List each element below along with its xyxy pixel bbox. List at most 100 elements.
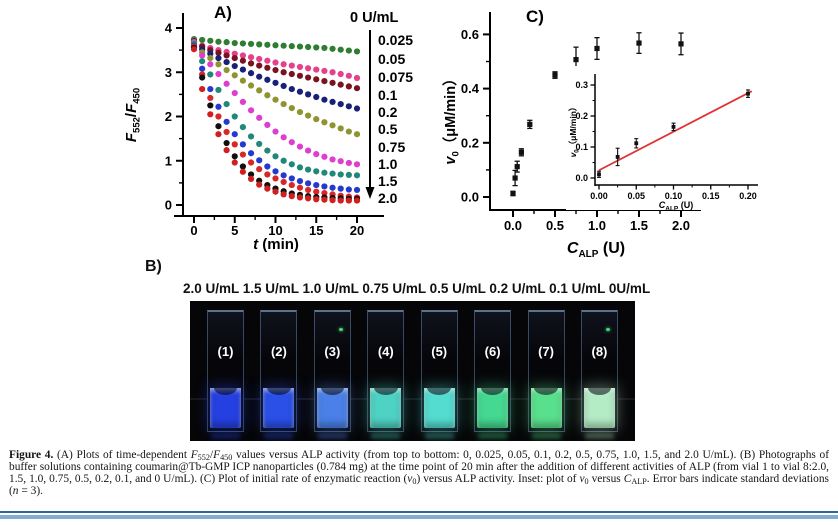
svg-text:10: 10 bbox=[268, 223, 282, 238]
legend-down-arrow-icon bbox=[365, 187, 375, 199]
svg-text:1: 1 bbox=[165, 153, 172, 168]
svg-text:5: 5 bbox=[231, 223, 238, 238]
luminescent-liquid bbox=[477, 388, 509, 428]
cuvette-6: (6) bbox=[474, 310, 512, 439]
panel-a-x-axis-label: t (min) bbox=[253, 236, 299, 253]
panel-c-inset: 0.0 0.1 0.2 0.3 0.00 0.05 0.10 0.15 0.20 v0（μM/mi… bbox=[566, 66, 770, 212]
svg-text:0.5: 0.5 bbox=[378, 121, 398, 137]
cuvette-4: (4) bbox=[367, 310, 405, 439]
liquid-reflection bbox=[317, 433, 347, 439]
series-2.0 bbox=[190, 46, 361, 204]
cuvette-8: (8) bbox=[580, 310, 618, 439]
luminescent-liquid bbox=[210, 388, 241, 428]
cuvette-number-label: (2) bbox=[270, 344, 287, 359]
cuvette-5: (5) bbox=[420, 310, 458, 439]
bench-line bbox=[190, 398, 635, 400]
inset-y-axis-label: v0（μM/min） bbox=[568, 103, 580, 158]
liquid-reflection bbox=[264, 433, 294, 439]
svg-text:2: 2 bbox=[165, 109, 172, 124]
divider-light-line bbox=[0, 515, 838, 519]
divider-dark-line bbox=[0, 511, 838, 513]
svg-text:0.1: 0.1 bbox=[378, 87, 398, 103]
panel-a-legend: 0 U/mL 0.025 0.05 0.075 0.10.20.5 0.751.01.52… bbox=[350, 10, 413, 206]
svg-text:0.025: 0.025 bbox=[378, 32, 413, 48]
panel-a-chart: 0 1 2 3 4 0 5 10 15 20 F552/F450 t (min) A) 0 U/mL 0.0… bbox=[123, 3, 413, 253]
meniscus-shadow bbox=[427, 388, 451, 395]
liquid-reflection bbox=[478, 433, 508, 439]
cuvette-number-label: (5) bbox=[431, 344, 448, 359]
svg-text:2.0: 2.0 bbox=[672, 218, 690, 233]
meniscus-shadow bbox=[534, 388, 558, 395]
panel-c-axes: 0.0 0.2 0.4 0.6 0.0 0.5 1.0 1.5 2.0 bbox=[461, 12, 701, 233]
series-0.05 bbox=[190, 38, 361, 92]
svg-text:15: 15 bbox=[309, 223, 323, 238]
panel-c-y-axis-label: v0（μM/min） bbox=[441, 71, 462, 164]
meniscus-shadow bbox=[320, 388, 345, 395]
panel-b-photograph: (1) (2) (3) (4) (5) (6) (7) (8) bbox=[190, 301, 635, 441]
liquid-reflection bbox=[371, 433, 401, 439]
svg-text:0.05: 0.05 bbox=[627, 191, 645, 201]
svg-text:0 U/mL: 0 U/mL bbox=[350, 10, 398, 26]
luminescent-liquid bbox=[583, 388, 615, 428]
svg-text:0.1: 0.1 bbox=[575, 142, 588, 152]
liquid-reflection bbox=[424, 433, 454, 439]
panel-c-chart: 0.0 0.2 0.4 0.6 0.0 0.5 1.0 1.5 2.0 v0（μM/min） CAL… bbox=[441, 7, 770, 260]
panel-c-label: C) bbox=[526, 7, 544, 26]
inset-x-axis-label: CALP (U) bbox=[659, 200, 694, 212]
bottom-divider bbox=[0, 511, 838, 519]
cuvette-number-label: (7) bbox=[538, 344, 554, 359]
panel-c-x-axis-label: CALP (U) bbox=[567, 240, 625, 260]
svg-text:1.0: 1.0 bbox=[588, 218, 606, 233]
svg-text:0.15: 0.15 bbox=[702, 191, 720, 201]
svg-text:2.0: 2.0 bbox=[378, 190, 398, 206]
cuvette-number-label: (8) bbox=[591, 344, 608, 359]
luminescent-liquid bbox=[263, 388, 295, 428]
svg-text:0.0: 0.0 bbox=[461, 190, 479, 205]
panel-c-data-points bbox=[510, 32, 684, 197]
cuvette-2: (2) bbox=[260, 310, 298, 439]
svg-text:3: 3 bbox=[165, 65, 172, 80]
svg-text:0.2: 0.2 bbox=[378, 104, 398, 120]
luminescent-liquid bbox=[316, 388, 348, 428]
green-speck-icon bbox=[338, 328, 343, 331]
luminescent-liquid bbox=[423, 388, 455, 428]
cuvette-7: (7) bbox=[527, 310, 565, 439]
liquid-reflection bbox=[531, 433, 561, 439]
series-0.5 bbox=[190, 40, 361, 179]
svg-text:1.0: 1.0 bbox=[378, 156, 398, 172]
svg-text:0.75: 0.75 bbox=[378, 139, 405, 155]
svg-text:0.10: 0.10 bbox=[665, 191, 683, 201]
svg-text:0: 0 bbox=[165, 198, 172, 213]
svg-text:1.5: 1.5 bbox=[630, 218, 648, 233]
cuvette-number-label: (1) bbox=[217, 344, 234, 359]
liquid-reflection bbox=[584, 433, 614, 439]
cuvette-number-label: (4) bbox=[377, 344, 394, 359]
panel-b: B) 2.0 U/mL 1.5 U/mL 1.0 U/mL 0.75 U/mL … bbox=[145, 256, 705, 450]
meniscus-shadow bbox=[480, 388, 505, 395]
svg-text:0.075: 0.075 bbox=[378, 69, 413, 85]
svg-text:0.0: 0.0 bbox=[504, 218, 522, 233]
svg-text:0.05: 0.05 bbox=[378, 51, 405, 67]
svg-text:0.0: 0.0 bbox=[575, 173, 588, 183]
meniscus-shadow bbox=[373, 388, 398, 395]
svg-text:4: 4 bbox=[165, 21, 173, 36]
svg-text:0.20: 0.20 bbox=[739, 191, 757, 201]
svg-text:0.3: 0.3 bbox=[575, 80, 588, 90]
cuvette-number-label: (6) bbox=[484, 344, 501, 359]
svg-text:0.2: 0.2 bbox=[461, 135, 479, 150]
vial-concentration-header: 2.0 U/mL 1.5 U/mL 1.0 U/mL 0.75 U/mL 0.5… bbox=[183, 281, 651, 296]
luminescent-liquid bbox=[530, 388, 562, 428]
svg-text:0.00: 0.00 bbox=[590, 191, 608, 201]
svg-text:0: 0 bbox=[190, 223, 197, 238]
panel-b-label: B) bbox=[145, 258, 162, 275]
cuvette-3: (3) bbox=[313, 310, 351, 439]
panel-a-series-points bbox=[190, 35, 361, 204]
luminescent-liquid bbox=[370, 388, 402, 428]
figure-caption: Figure 4. (A) Plots of time-dependent F5… bbox=[9, 449, 829, 498]
meniscus-shadow bbox=[213, 388, 238, 395]
svg-text:0.2: 0.2 bbox=[575, 111, 588, 121]
svg-text:0.6: 0.6 bbox=[461, 27, 479, 42]
green-speck-icon bbox=[605, 328, 610, 331]
liquid-reflection bbox=[211, 433, 240, 439]
